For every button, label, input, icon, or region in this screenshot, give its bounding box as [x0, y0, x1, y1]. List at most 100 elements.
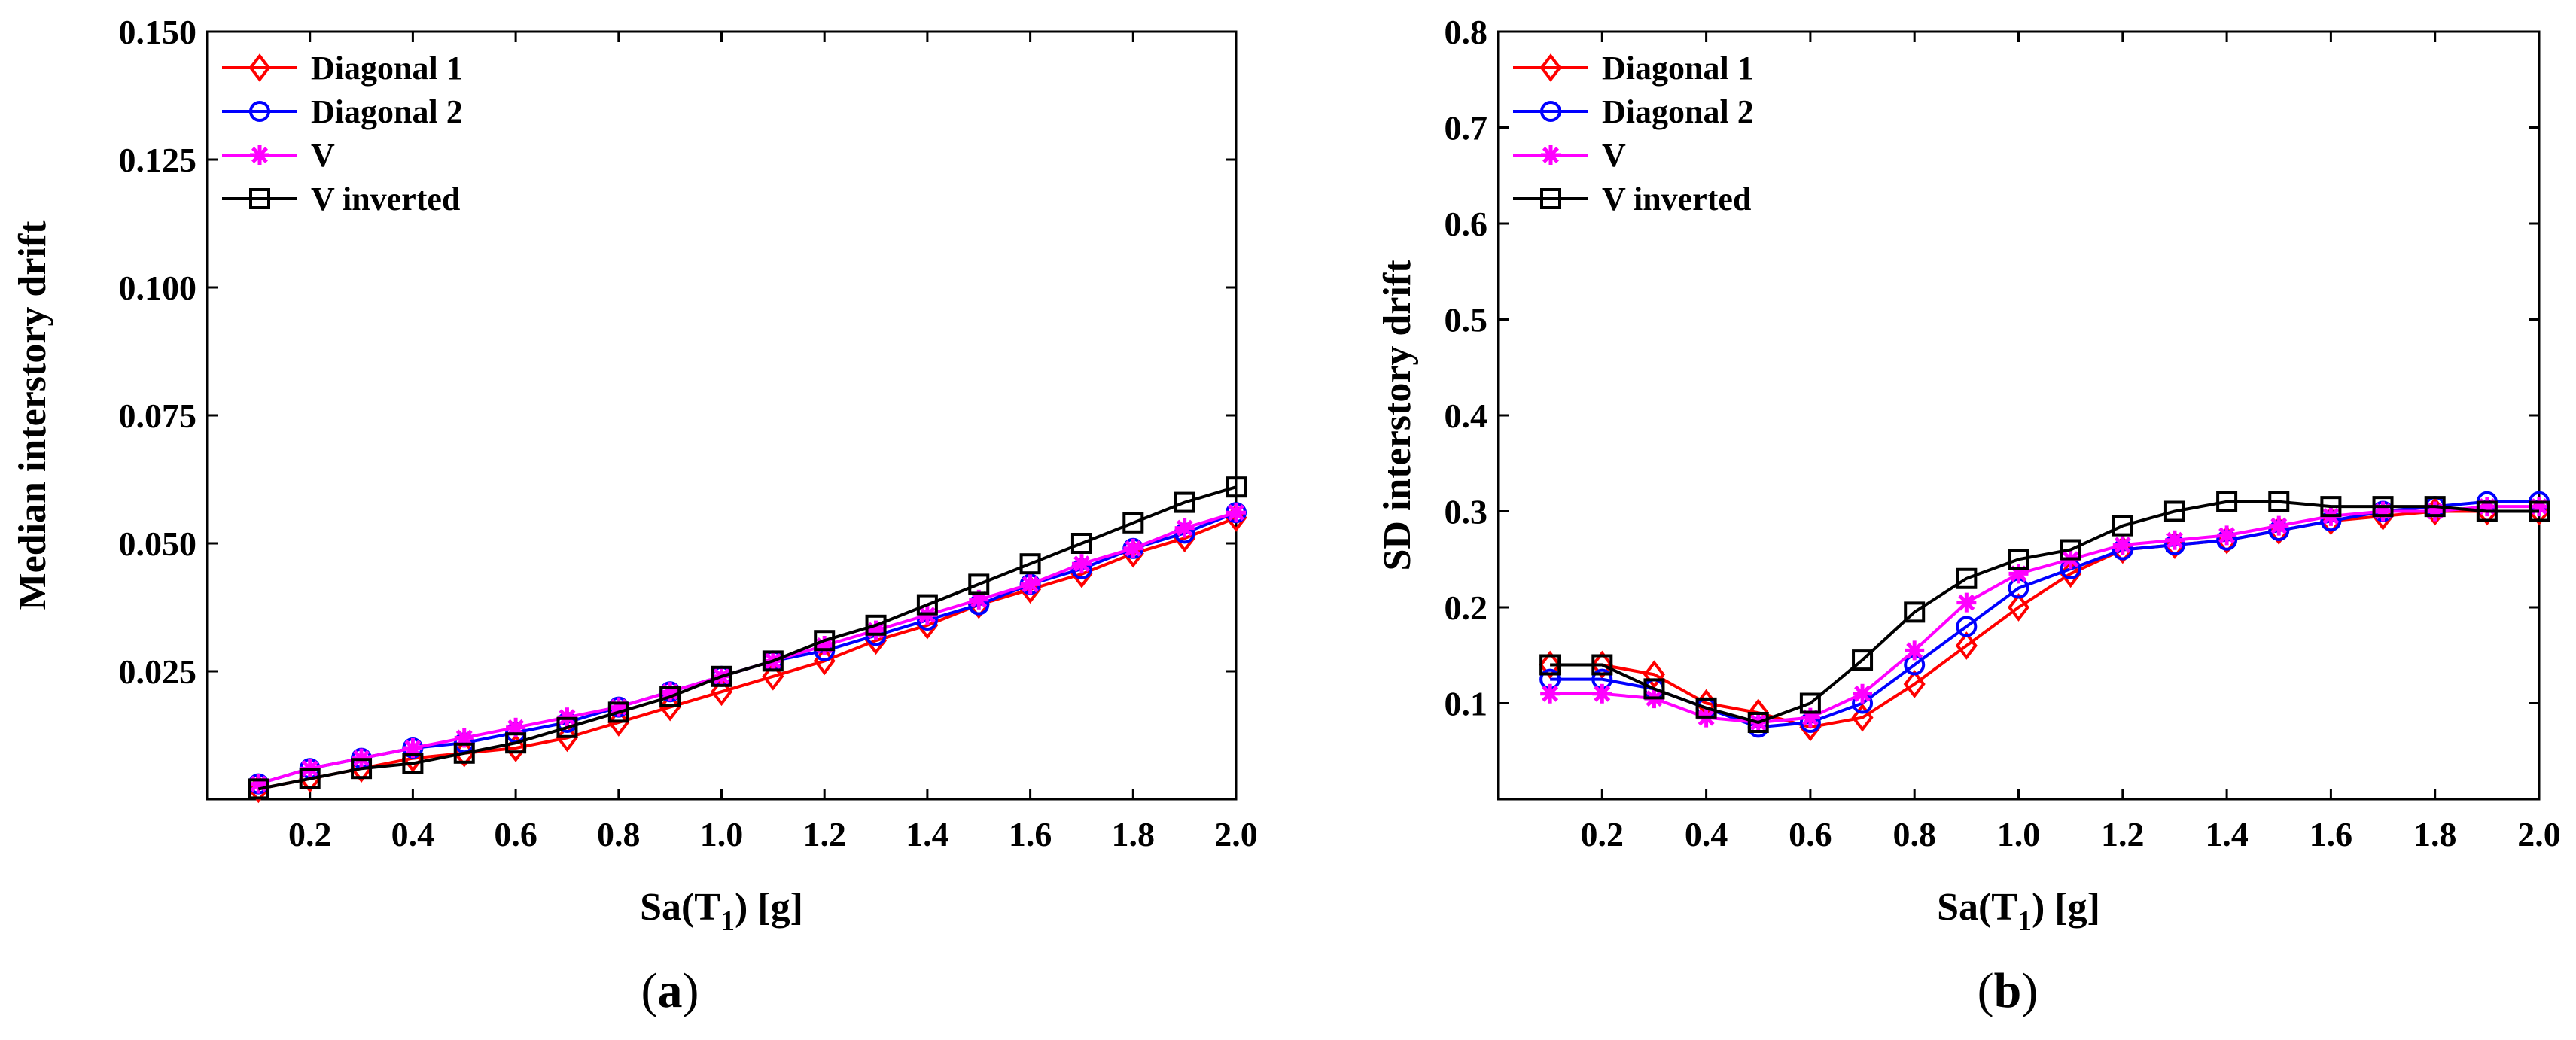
data-point	[1852, 649, 1874, 671]
x-axis-label-tail: ) [g]	[735, 886, 803, 929]
data-point	[1020, 574, 1040, 595]
y-tick-label: 0.3	[1445, 493, 1488, 531]
x-tick-label: 1.8	[2413, 815, 2457, 853]
data-point	[2269, 515, 2289, 536]
data-point	[2008, 549, 2029, 570]
data-point	[453, 742, 475, 764]
data-point	[2007, 593, 2030, 622]
series-line	[1550, 505, 2539, 725]
data-point	[607, 701, 629, 723]
y-tick-label: 0.050	[119, 525, 197, 563]
data-point	[1174, 491, 1195, 513]
data-point	[1956, 567, 1978, 589]
y-tick-label: 0.8	[1445, 13, 1488, 51]
chart-panel-b: 0.2 0.4 0.6 0.8 1.0 1.2 1.4 1.6 1.8 2.0 0.1 0.2 0.3 0…	[1376, 13, 2561, 1018]
data-point	[248, 778, 269, 800]
legend-label: Diagonal 1	[311, 50, 463, 87]
data-point	[2372, 496, 2394, 518]
legend-marker	[249, 101, 270, 122]
series-v-inverted	[1539, 491, 2550, 733]
data-point	[1071, 554, 1092, 574]
data-point	[1904, 601, 1926, 623]
x-tick-label: 0.6	[494, 815, 537, 853]
legend-label: V inverted	[1602, 181, 1751, 217]
x-tick-label: 0.2	[288, 815, 332, 853]
y-tick-label: 0.1	[1445, 685, 1488, 723]
legend-marker	[250, 145, 269, 165]
y-tick-label: 0.125	[119, 141, 197, 179]
x-axis-label-main: Sa(T	[640, 886, 720, 929]
legend-marker	[1540, 188, 1561, 209]
data-point	[1853, 683, 1873, 704]
data-point	[1539, 650, 1561, 680]
data-point	[2216, 491, 2238, 512]
data-point	[1070, 533, 1092, 554]
x-axis-label-tail: ) [g]	[2032, 886, 2100, 929]
x-tick-label: 1.0	[1997, 815, 2041, 853]
x-axis-label-main: Sa(T	[1937, 886, 2017, 929]
data-point	[2268, 491, 2290, 512]
chart-panel-a: 0.2 0.4 0.6 0.8 1.0 1.2 1.4 1.6 1.8 2.0 0.025 0.050…	[11, 13, 1258, 1018]
data-point	[2112, 535, 2133, 555]
data-point	[1695, 697, 1717, 719]
panel-label: (b)	[1978, 963, 2039, 1018]
data-point	[1799, 692, 1821, 714]
y-tick-label: 0.150	[119, 13, 197, 51]
series-diagonal-1	[247, 503, 1247, 804]
data-point	[351, 758, 373, 780]
x-tick-label: 2.0	[2517, 815, 2561, 853]
data-point	[556, 716, 578, 738]
data-point	[1539, 654, 1561, 676]
legend-marker	[1539, 53, 1562, 82]
legend-marker	[1540, 101, 1561, 122]
data-point	[1592, 683, 1612, 704]
x-tick-label: 1.6	[2310, 815, 2353, 853]
legend-marker	[248, 53, 271, 82]
x-tick-label: 1.8	[1112, 815, 1156, 853]
x-tick-label: 0.4	[1685, 815, 1728, 853]
legend-label: Diagonal 1	[1602, 50, 1754, 87]
data-point	[2217, 525, 2237, 546]
series-v	[248, 503, 1246, 794]
x-tick-label: 1.4	[906, 815, 949, 853]
data-point	[1851, 703, 1874, 732]
data-point	[556, 723, 578, 753]
x-tick-label: 1.6	[1009, 815, 1052, 853]
x-tick-label: 0.8	[1892, 815, 1936, 853]
data-point	[248, 774, 269, 794]
data-point	[1956, 616, 1978, 637]
y-axis-label: SD interstory drift	[1376, 260, 1419, 571]
data-point	[814, 630, 836, 652]
y-axis-label: Median interstory drift	[11, 220, 54, 610]
data-point	[659, 686, 681, 707]
data-point	[1955, 631, 1978, 660]
panel-label: (a)	[641, 963, 699, 1018]
x-tick-label: 1.2	[2101, 815, 2145, 853]
data-point	[1747, 712, 1769, 733]
x-tick-label: 2.0	[1214, 815, 1258, 853]
x-tick-label: 0.6	[1789, 815, 1832, 853]
data-point	[1019, 553, 1041, 575]
data-point	[1123, 538, 1143, 558]
data-point	[762, 661, 784, 691]
y-tick-label: 0.4	[1445, 397, 1488, 435]
data-point	[710, 677, 733, 707]
x-tick-label: 1.4	[2205, 815, 2249, 853]
data-point	[2529, 497, 2549, 517]
data-point	[2424, 496, 2446, 518]
legend-marker	[249, 188, 270, 209]
data-point	[1591, 654, 1613, 676]
data-point	[1903, 670, 1926, 698]
legend-label: Diagonal 2	[1602, 93, 1754, 130]
x-tick-label: 0.8	[597, 815, 641, 853]
data-point	[2476, 500, 2498, 522]
panel-label-close: )	[2021, 963, 2038, 1018]
data-point	[1174, 518, 1195, 538]
data-point	[505, 732, 527, 754]
x-axis-label-subscript: 1	[720, 905, 735, 937]
data-point	[2163, 500, 2185, 522]
y-tick-label: 0.100	[119, 269, 197, 307]
data-point	[865, 614, 887, 636]
legend-label: V	[1602, 137, 1626, 174]
data-point	[1226, 476, 1247, 498]
